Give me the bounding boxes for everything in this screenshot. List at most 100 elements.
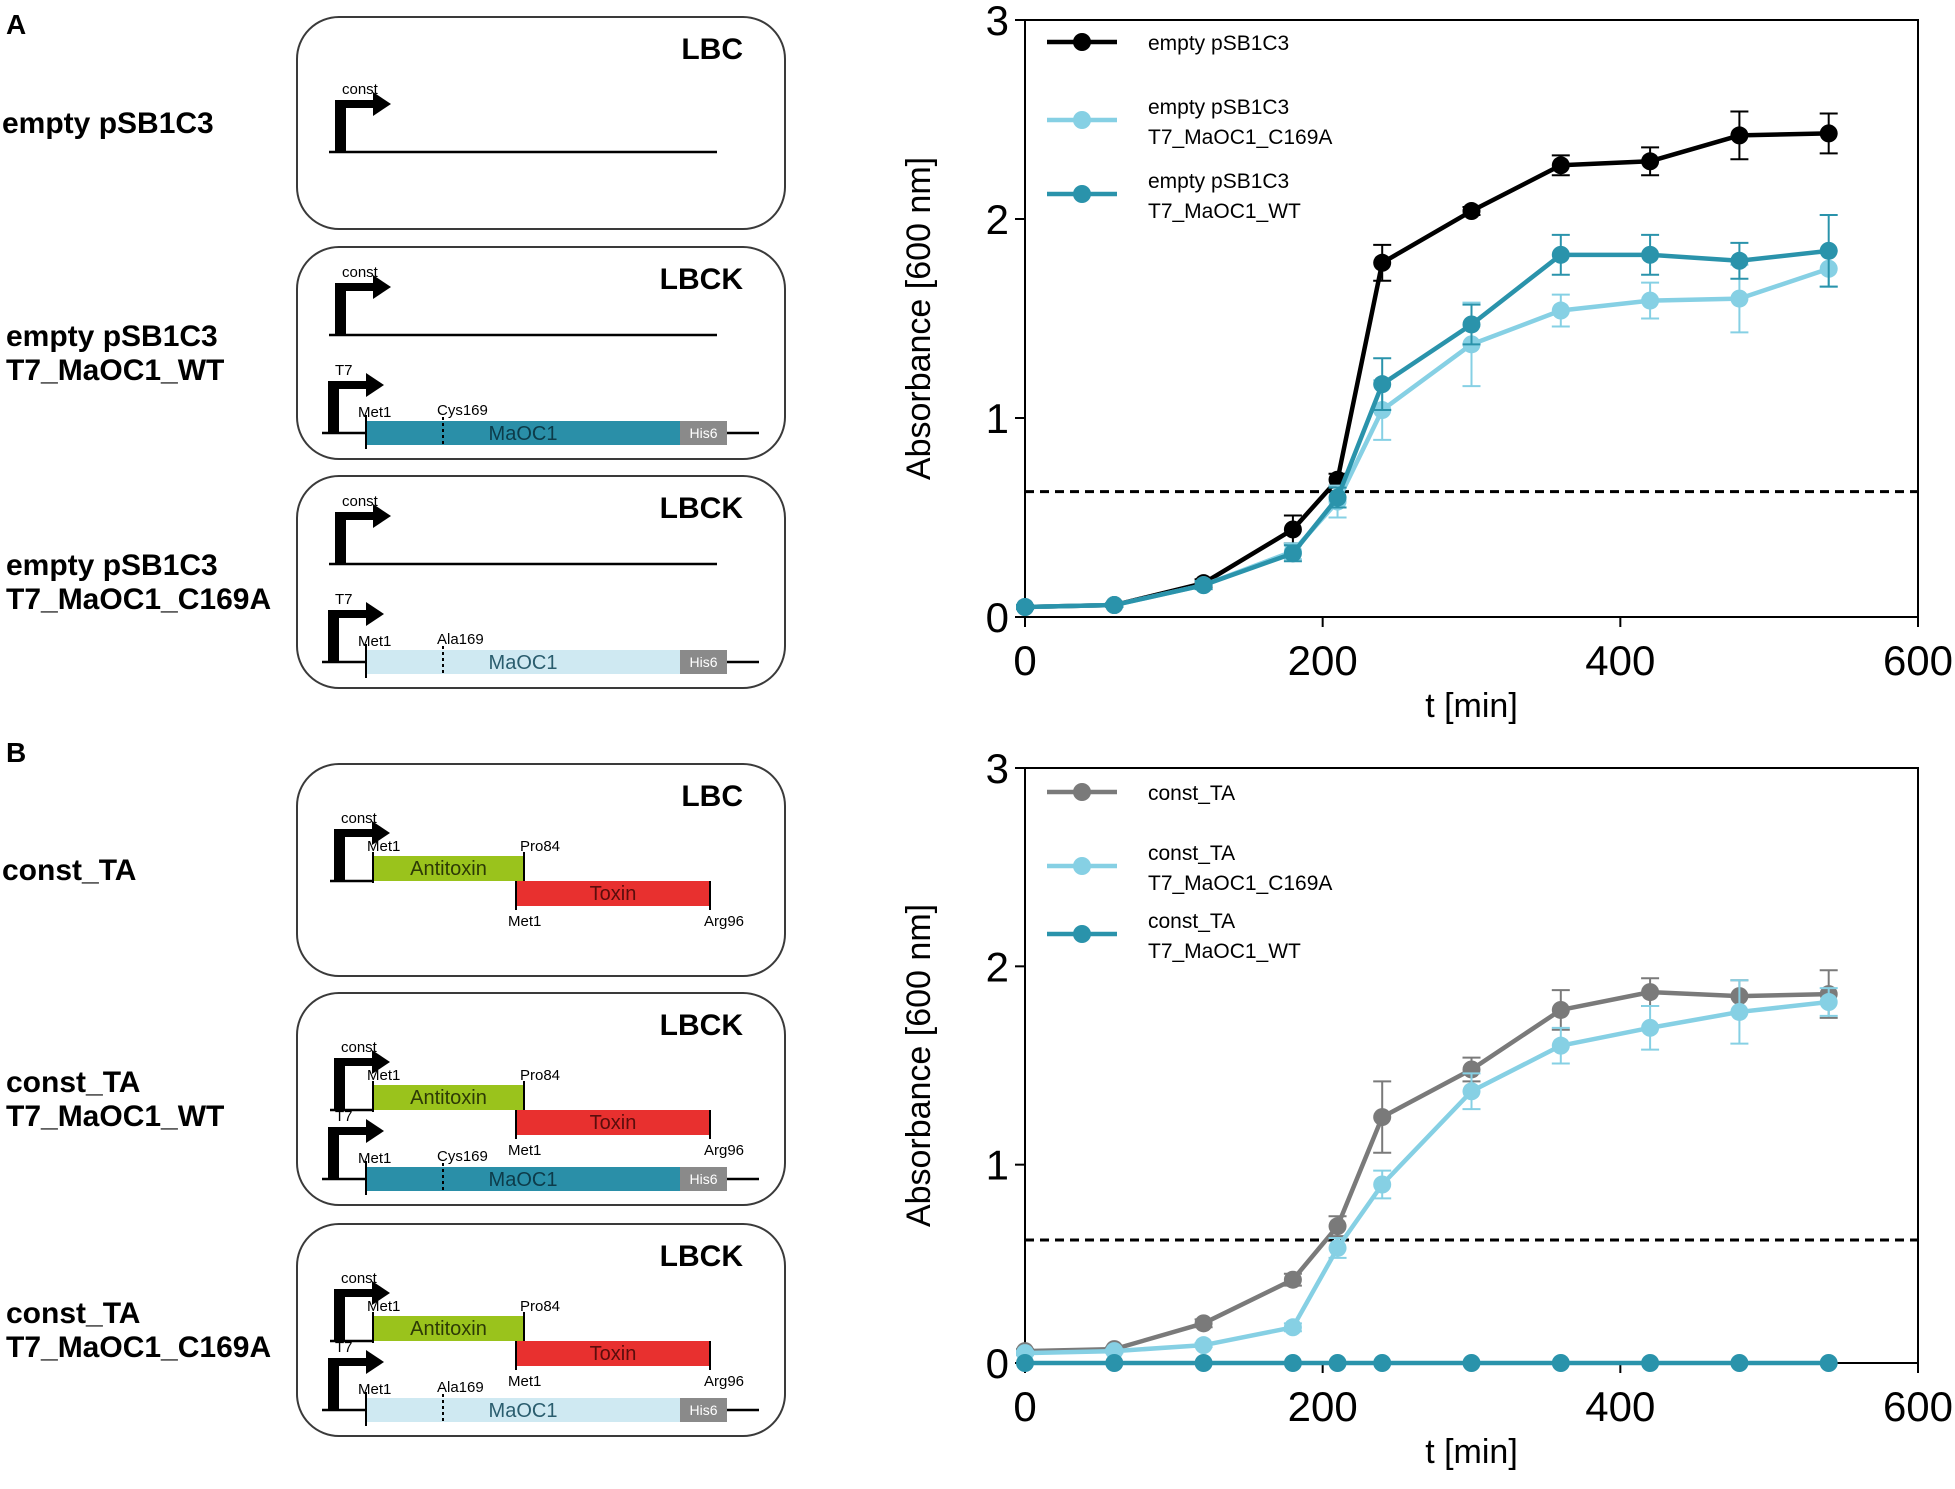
promoter-label: const [341,810,378,827]
data-point [1373,253,1392,272]
toxin-start-label: Met1 [508,1373,541,1390]
legend-label: T7_MaOC1_WT [1148,940,1301,963]
data-point [1194,1354,1213,1372]
promoter-arm [328,610,366,618]
y-tick-label: 3 [986,0,1009,44]
legend: const_TA const_TA T7_MaOC1_C169A const_TA T7… [1047,782,1332,963]
toxin-label: Toxin [590,1343,637,1365]
toxin-gene [517,1341,710,1366]
medium-label: LBC [681,33,743,66]
data-point [1373,1175,1392,1194]
legend-label: T7_MaOC1_WT [1148,200,1301,223]
promoter-arm [335,100,373,108]
y-tick-label: 1 [986,395,1009,442]
series-2 [1016,979,1838,1363]
data-point [1194,1336,1213,1355]
x-tick-label: 600 [1883,637,1953,684]
y-tick-label: 2 [986,196,1009,243]
promoter-bar [328,1358,339,1410]
y-axis-title: Absorbance [600 nm] [900,157,938,480]
x-tick-label: 600 [1883,1383,1953,1430]
antitoxin-label: Antitoxin [410,1087,487,1109]
strain-label: T7_MaOC1_WT [6,354,224,387]
data-point [1016,1354,1034,1372]
maoc1-gene [367,1167,680,1191]
promoter-arm [334,829,372,837]
strain-label: const_TA [6,1297,140,1330]
toxin-label: Toxin [590,1112,637,1134]
strain-label: const_TA [2,854,136,887]
gene-name: MaOC1 [489,1400,558,1422]
antitoxin-end-label: Pro84 [520,1298,560,1315]
promoter-arrowhead [366,1119,384,1143]
his6-label: His6 [689,425,717,441]
data-point [1016,598,1034,617]
gene-name: MaOC1 [489,1169,558,1191]
data-point [1373,375,1392,394]
data-point [1328,1217,1347,1236]
construct-1: const_TA LBC const Antitoxin Met1 Pro84 Toxin M… [2,763,786,977]
data-point [1641,245,1660,264]
maoc1-gene [367,650,680,674]
antitoxin-gene [374,1085,524,1110]
data-point [1551,1000,1570,1019]
chart-panel-a: 0 1 2 3 0 200 400 600 t [min] Absorbance [600 nm]… [900,0,1953,725]
series-1 [1016,110,1838,617]
data-point [1373,1354,1392,1372]
data-point [1328,1354,1347,1372]
y-tick-label: 0 [986,594,1009,641]
x-tick-label: 200 [1288,637,1358,684]
x-tick-label: 400 [1585,1383,1655,1430]
data-point [1551,245,1570,264]
his6-label: His6 [689,1171,717,1187]
his6-label: His6 [689,1402,717,1418]
promoter-arrowhead [373,275,391,299]
promoter-label: const [342,81,379,98]
legend-label: empty pSB1C3 [1148,96,1289,119]
x-tick-label: 0 [1013,637,1036,684]
promoter-label: const [342,493,379,510]
legend-label: empty pSB1C3 [1148,32,1289,55]
data-point [1730,1002,1749,1021]
antitoxin-end-label: Pro84 [520,1067,560,1084]
his6-tag [680,421,727,445]
y-tick-label: 0 [986,1340,1009,1387]
medium-label: LBCK [660,1009,744,1042]
maoc1-gene [367,1398,680,1422]
construct-box [296,1223,786,1437]
legend-marker [1073,111,1091,129]
promoter-bar [335,283,346,335]
toxin-start-label: Met1 [508,1142,541,1159]
promoter-arm [335,512,373,520]
toxin-end-label: Arg96 [704,913,744,930]
promoter-arrowhead [373,504,391,528]
data-point [1641,983,1660,1002]
legend-marker [1073,783,1091,801]
antitoxin-start-label: Met1 [367,1067,400,1084]
construct-box [296,992,786,1206]
antitoxin-gene [374,856,524,881]
construct-box [296,246,786,460]
strain-label: T7_MaOC1_C169A [6,583,271,616]
data-point [1194,576,1213,595]
promoter-bar [328,1127,339,1179]
data-point [1105,596,1124,615]
construct-box [296,763,786,977]
construct-1: empty pSB1C3 LBC const [2,16,786,230]
toxin-gene [517,1110,710,1135]
data-point [1328,488,1347,507]
legend-label: const_TA [1148,782,1235,805]
promoter-arrowhead [372,1281,390,1305]
data-point [1730,1354,1749,1372]
toxin-start-label: Met1 [508,913,541,930]
series-1 [1016,969,1838,1361]
promoter-arm [335,283,373,291]
gene-name: MaOC1 [489,652,558,674]
legend-label: T7_MaOC1_C169A [1148,126,1332,149]
promoter-label: const [342,264,379,281]
legend-label: const_TA [1148,842,1235,865]
